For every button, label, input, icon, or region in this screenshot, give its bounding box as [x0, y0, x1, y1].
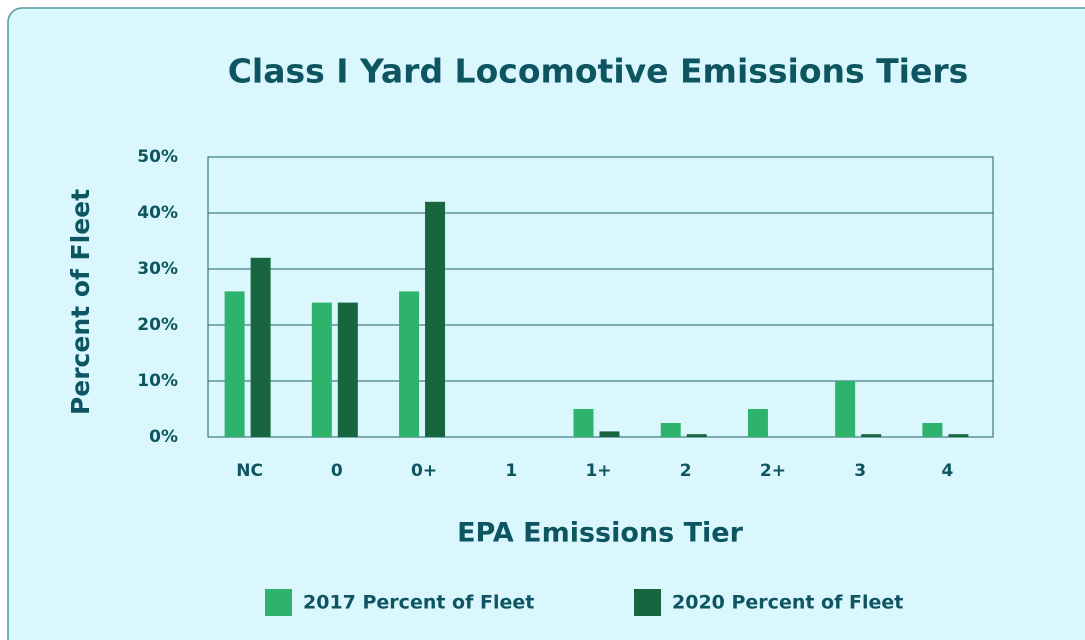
legend-swatch [265, 589, 292, 616]
y-tick-label: 40% [137, 203, 178, 223]
y-tick-label: 30% [137, 259, 178, 279]
bar [660, 423, 681, 437]
legend-swatch [634, 589, 661, 616]
bar [948, 434, 969, 437]
x-tick-label: 2 [680, 461, 692, 481]
x-tick-label: 0+ [411, 461, 437, 481]
x-tick-label: 4 [941, 461, 953, 481]
legend-label: 2017 Percent of Fleet [303, 592, 534, 614]
chart-background [7, 7, 1085, 640]
bar [835, 381, 856, 437]
bar [399, 291, 420, 437]
bar [337, 302, 358, 437]
x-axis-title: EPA Emissions Tier [457, 518, 744, 549]
bar [599, 431, 620, 437]
bar [573, 409, 594, 437]
bar [686, 434, 707, 437]
bar [861, 434, 882, 437]
chart-title: Class I Yard Locomotive Emissions Tiers [228, 52, 969, 91]
bar [747, 409, 768, 437]
y-tick-label: 0% [149, 427, 178, 447]
x-tick-label: 0 [331, 461, 343, 481]
y-tick-label: 50% [137, 147, 178, 167]
bar [922, 423, 943, 437]
x-tick-label: 3 [854, 461, 866, 481]
y-tick-label: 20% [137, 315, 178, 335]
x-tick-label: NC [236, 461, 263, 481]
bar [311, 302, 332, 437]
legend-label: 2020 Percent of Fleet [672, 592, 903, 614]
x-tick-label: 1 [505, 461, 517, 481]
bar [250, 257, 271, 437]
x-tick-label: 2+ [760, 461, 786, 481]
bar [425, 201, 446, 437]
y-axis-title: Percent of Fleet [66, 189, 95, 415]
y-tick-label: 10% [137, 371, 178, 391]
bar [224, 291, 245, 437]
x-tick-label: 1+ [585, 461, 611, 481]
